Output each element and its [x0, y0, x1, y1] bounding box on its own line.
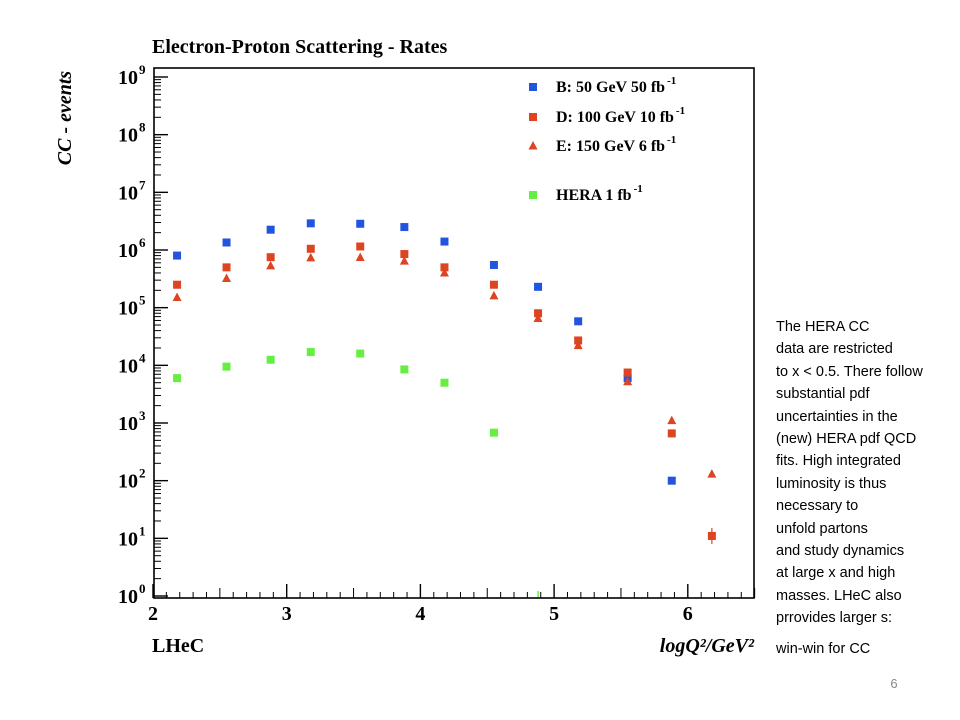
- data-point: [440, 263, 449, 272]
- x-tick-label: 6: [683, 603, 693, 625]
- data-point: [489, 428, 498, 437]
- data-point: [266, 260, 276, 270]
- data-point: [707, 469, 717, 478]
- data-point: [173, 374, 182, 383]
- data-point: [623, 376, 633, 386]
- data-point: [222, 238, 231, 247]
- legend-entry: E: 150 GeV 6 fb -1: [556, 134, 676, 155]
- note-line: fits. High integrated: [776, 453, 901, 470]
- note-line: and study dynamics: [776, 543, 905, 560]
- data-point: [439, 267, 449, 277]
- data-point: [172, 292, 182, 302]
- data-point: [707, 531, 716, 540]
- data-point: [222, 263, 231, 272]
- note-line: uncertainties in the: [776, 408, 898, 425]
- page-number: 6: [890, 676, 898, 691]
- data-point: [667, 415, 677, 425]
- data-point: [489, 260, 498, 269]
- legend-entry: HERA 1 fb -1: [556, 183, 643, 204]
- data-point: [667, 429, 676, 438]
- data-point: [400, 250, 409, 259]
- y-tick-label: 105: [118, 293, 146, 320]
- data-point: [400, 223, 409, 232]
- data-point: [356, 219, 365, 228]
- y-tick-label: 108: [118, 120, 146, 147]
- y-tick-label: 103: [118, 408, 146, 435]
- data-point: [574, 317, 583, 326]
- x-tick-label: 3: [282, 603, 292, 625]
- note-line: unfold partons: [776, 520, 868, 537]
- legend-marker: [528, 141, 538, 150]
- data-marks: [172, 219, 717, 597]
- x-tick-label: 5: [549, 603, 559, 625]
- data-point: [306, 244, 315, 253]
- y-axis-label: CC - events: [54, 71, 76, 166]
- legend-marker: [529, 83, 537, 91]
- data-point: [489, 290, 499, 300]
- data-point: [400, 365, 409, 374]
- y-tick-label: 109: [118, 62, 146, 89]
- data-point: [266, 225, 275, 234]
- note-line: masses. LHeC also: [776, 587, 902, 604]
- x-tick-label: 4: [415, 603, 425, 625]
- legend-marker: [529, 191, 537, 199]
- data-point: [440, 378, 449, 387]
- data-point: [574, 336, 583, 345]
- data-point: [222, 362, 231, 371]
- y-tick-label: 106: [118, 235, 146, 262]
- legend-entry: D: 100 GeV 10 fb -1: [556, 105, 685, 126]
- legend: B: 50 GeV 50 fb -1 D: 100 GeV 10 fb -1 E: 15…: [528, 75, 685, 204]
- annotation-note: The HERA CC data are restricted to x < 0.5…: [776, 316, 960, 660]
- data-point: [306, 348, 315, 357]
- y-tick-label: 102: [118, 466, 146, 493]
- note-line: data are restricted: [776, 341, 893, 358]
- data-point: [534, 309, 543, 318]
- note-line: at large x and high: [776, 565, 896, 582]
- data-point: [266, 355, 275, 364]
- note-line: necessary to: [776, 498, 859, 515]
- note-line: The HERA CC: [776, 319, 870, 335]
- data-point: [533, 313, 543, 322]
- data-point: [173, 280, 182, 289]
- legend-entry: B: 50 GeV 50 fb -1: [556, 75, 676, 96]
- data-point: [355, 252, 365, 262]
- y-tick-label: 107: [118, 177, 146, 204]
- data-point: [623, 368, 632, 377]
- data-point: [573, 340, 583, 350]
- data-point: [667, 476, 676, 485]
- plot-frame: [153, 67, 755, 599]
- data-point: [222, 273, 232, 283]
- data-point: [356, 349, 365, 358]
- axes: 2 3 4 5 6 100 101 102 103 104 105 106 107 108 109: [118, 62, 756, 625]
- note-line: win-win for CC: [776, 640, 871, 657]
- chart-title: Electron-Proton Scattering - Rates: [152, 36, 448, 58]
- note-line: (new) HERA pdf QCD: [776, 431, 917, 448]
- x-axis-label: logQ²/GeV²: [660, 635, 755, 657]
- x-tick-label: 2: [148, 603, 158, 625]
- data-point: [266, 253, 275, 262]
- chart: Electron-Proton Scattering - Rates CC - …: [54, 36, 756, 657]
- legend-marker: [529, 113, 537, 121]
- data-point: [440, 237, 449, 246]
- y-tick-label: 101: [118, 523, 146, 550]
- note-line: luminosity is thus: [776, 475, 887, 492]
- note-line: to x < 0.5. There follow: [776, 363, 923, 380]
- data-point: [173, 251, 182, 260]
- data-point: [534, 282, 543, 291]
- data-point: [399, 256, 409, 265]
- experiment-label: LHeC: [152, 635, 204, 657]
- data-point: [489, 280, 498, 289]
- note-line: substantial pdf: [776, 386, 870, 403]
- data-point: [356, 242, 365, 251]
- note-line: prrovides larger s:: [776, 610, 893, 627]
- data-point: [306, 219, 315, 228]
- data-point: [306, 252, 316, 262]
- y-tick-label: 104: [118, 350, 146, 377]
- y-tick-label: 100: [118, 581, 146, 608]
